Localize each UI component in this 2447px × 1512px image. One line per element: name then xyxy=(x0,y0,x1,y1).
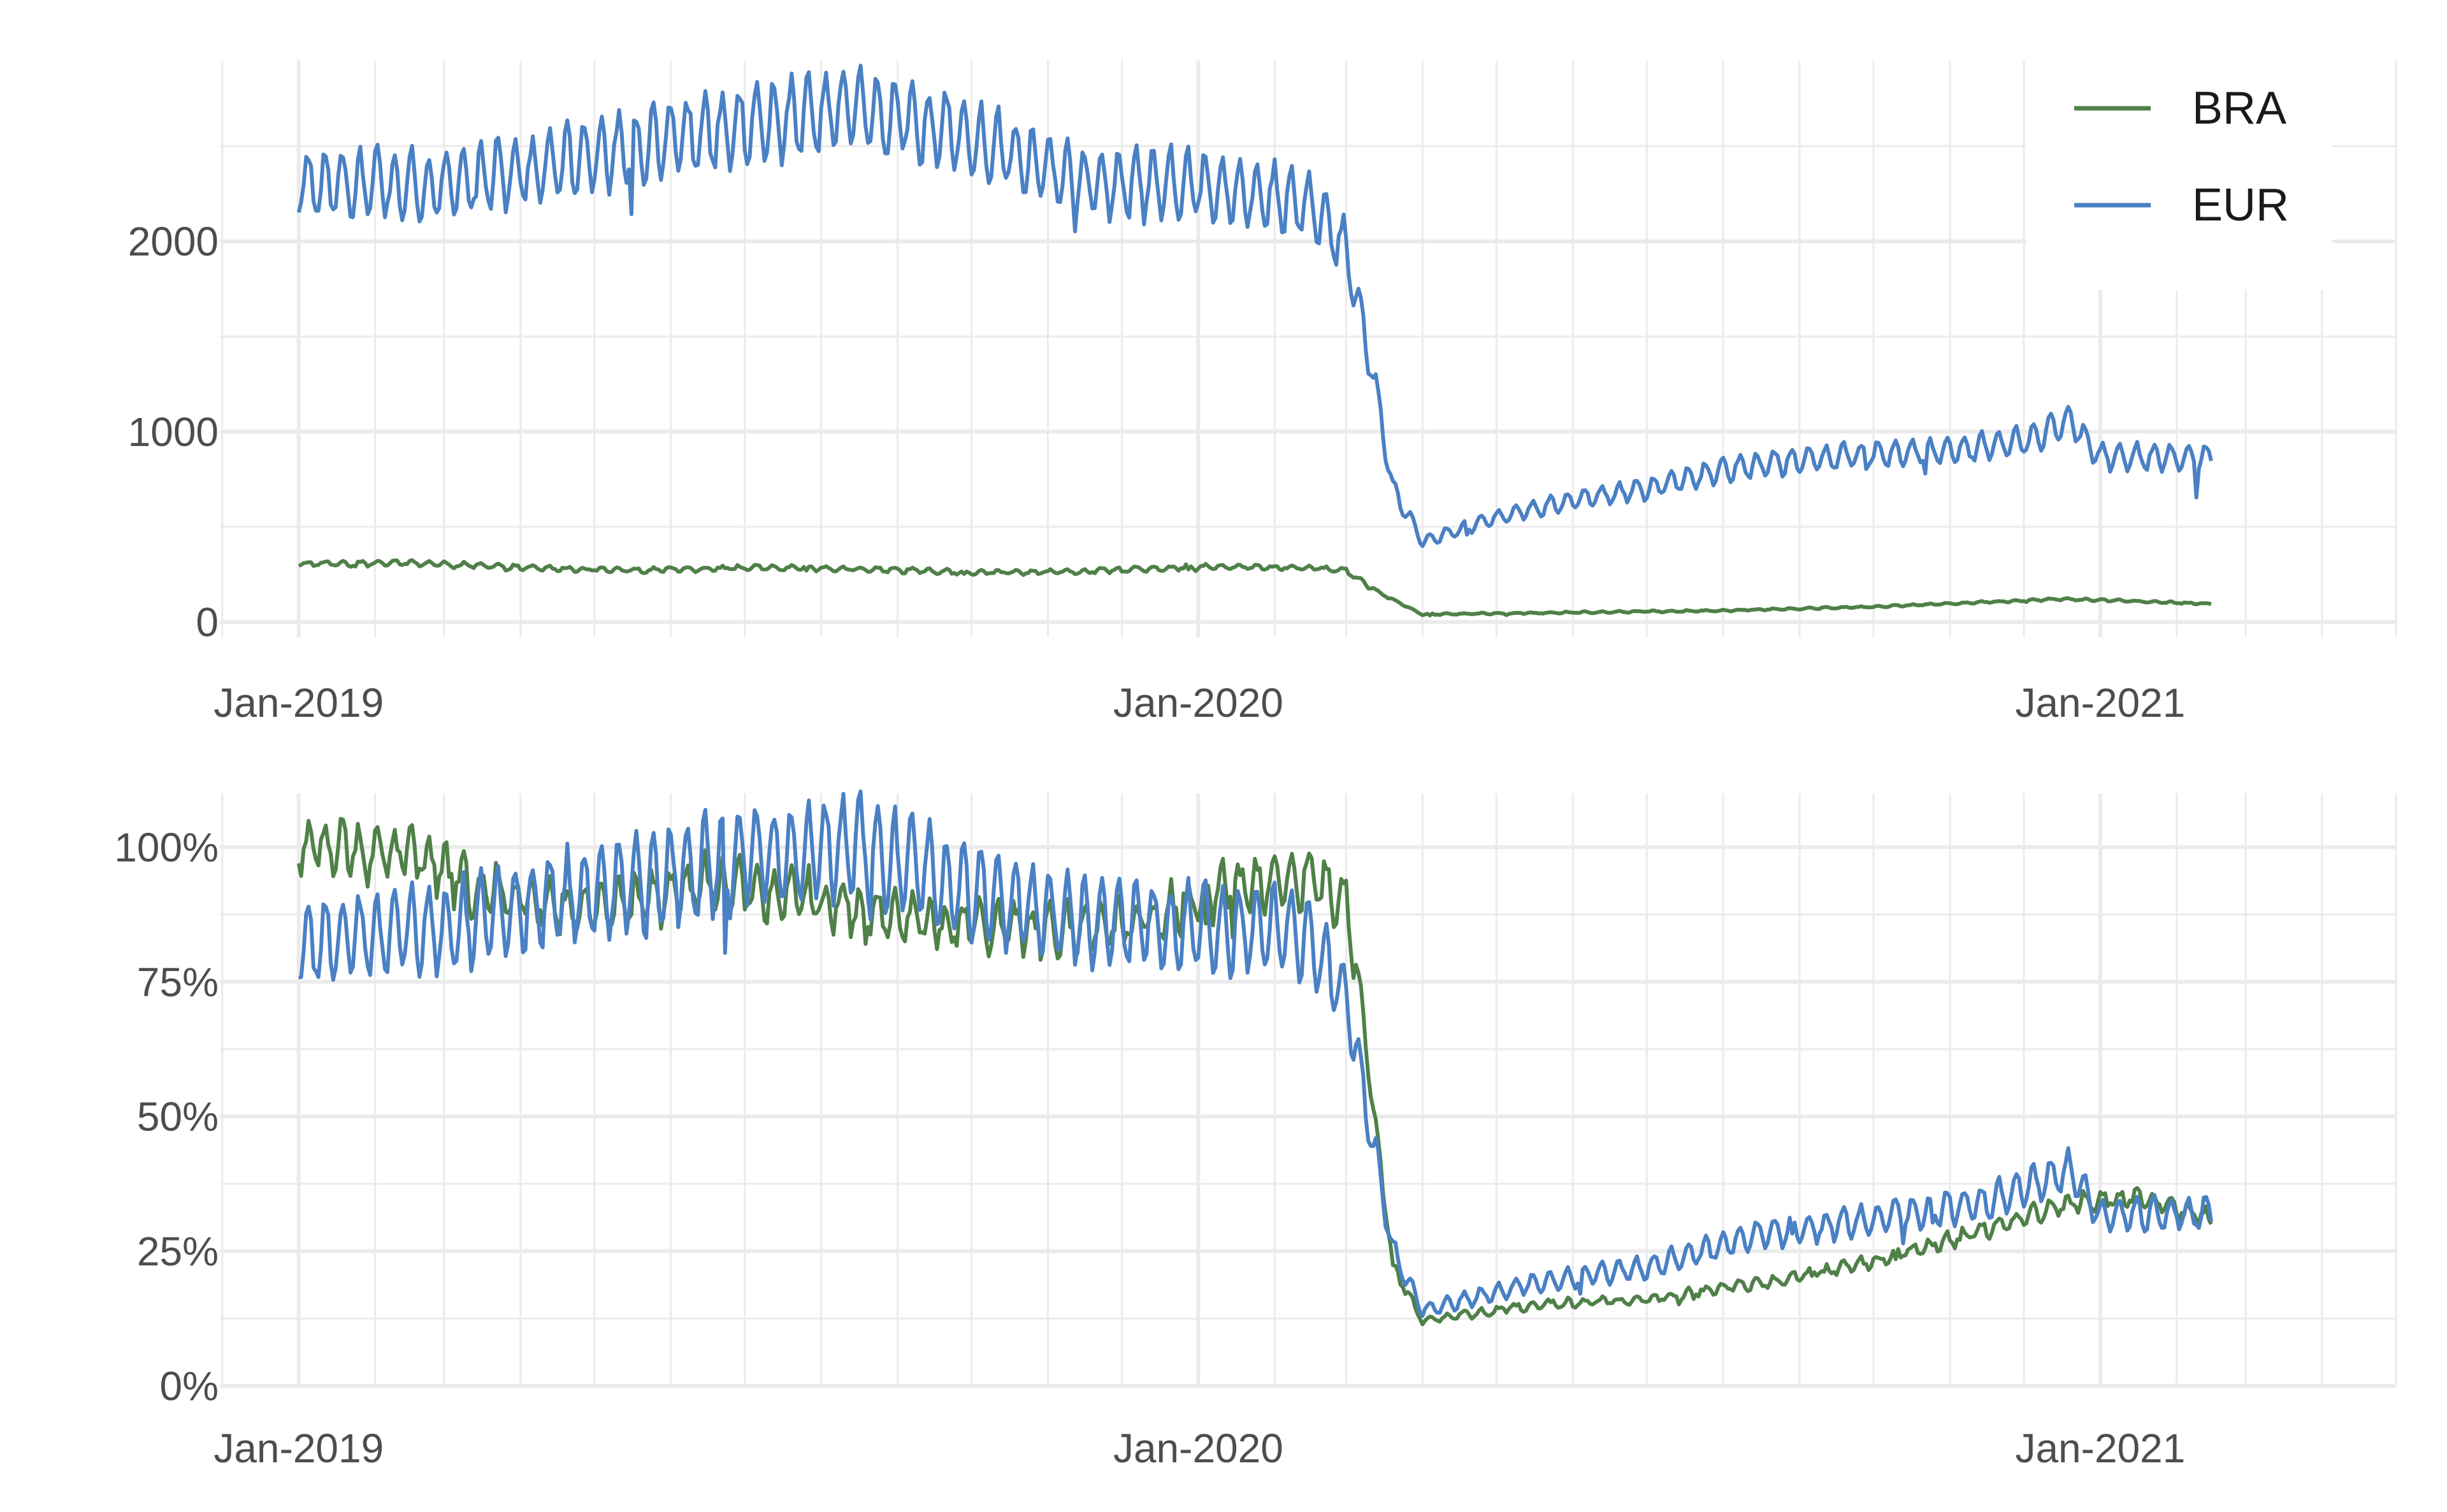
bottom-panel-percent: 0% 25% 50% 75% 100% Jan-2019 Jan-2020 Jan-2021 xyxy=(114,789,2397,1471)
series-line-bra xyxy=(298,558,2212,617)
legend-label-bra: BRA xyxy=(2192,83,2286,134)
series-lines xyxy=(296,64,2213,617)
y-tick-label: 2000 xyxy=(128,219,219,264)
y-tick-label: 50% xyxy=(137,1094,219,1140)
y-tick-label: 1000 xyxy=(128,409,219,455)
y-tick-label: 25% xyxy=(137,1228,219,1274)
y-tick-label: 0 xyxy=(196,600,219,645)
y-tick-label: 0% xyxy=(160,1363,219,1409)
y-tick-label: 100% xyxy=(114,824,219,870)
y-tick-label: 75% xyxy=(137,959,219,1005)
series-line-eur xyxy=(296,64,2213,549)
x-tick-label: Jan-2020 xyxy=(1113,1425,1283,1471)
y-axis-tick-labels: 0% 25% 50% 75% 100% xyxy=(114,824,219,1409)
x-axis-tick-labels: Jan-2019 Jan-2020 Jan-2021 xyxy=(213,1425,2185,1471)
legend-background xyxy=(2026,61,2332,290)
x-tick-label: Jan-2019 xyxy=(213,680,384,726)
legend-label-eur: EUR xyxy=(2192,180,2289,231)
top-panel-volume: 0 1000 2000 Jan-2019 Jan-2020 Jan-2021 BRA EUR xyxy=(128,61,2397,726)
x-tick-label: Jan-2020 xyxy=(1113,680,1283,726)
gridlines xyxy=(220,793,2397,1388)
x-tick-label: Jan-2021 xyxy=(2015,680,2185,726)
x-tick-label: Jan-2019 xyxy=(213,1425,384,1471)
x-tick-label: Jan-2021 xyxy=(2015,1425,2185,1471)
series-line-bra xyxy=(296,817,2213,1327)
y-axis-tick-labels: 0 1000 2000 xyxy=(128,219,219,645)
legend: BRA EUR xyxy=(2026,61,2332,290)
x-axis-tick-labels: Jan-2019 Jan-2020 Jan-2021 xyxy=(213,680,2185,726)
series-lines xyxy=(296,789,2213,1327)
series-line-eur xyxy=(298,789,2213,1318)
